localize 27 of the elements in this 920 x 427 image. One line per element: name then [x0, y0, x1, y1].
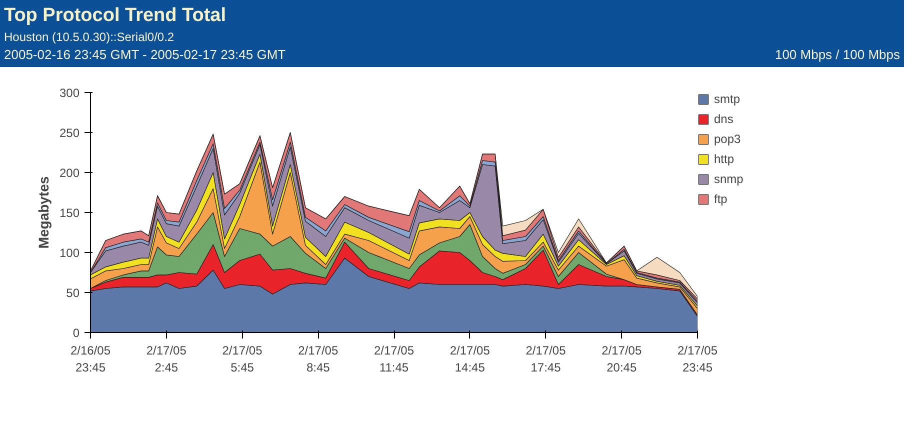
chart-subtitle: Houston (10.5.0.30)::Serial0/0.2: [4, 29, 176, 46]
x-tick-label: 2/17/05 17:45: [526, 344, 566, 374]
y-tick-label: 100: [59, 246, 80, 260]
y-tick-label: 250: [59, 126, 80, 140]
y-tick-label: 0: [72, 326, 80, 340]
x-tick-label: 2/17/05 11:45: [374, 344, 414, 374]
legend-label: smtp: [714, 92, 740, 106]
y-tick-label: 50: [66, 286, 80, 300]
legend-label: http: [714, 152, 734, 166]
legend-label: snmp: [714, 172, 744, 186]
legend-label: ftp: [714, 192, 728, 206]
legend-label: dns: [714, 112, 734, 126]
x-tick-label: 2/17/05 14:45: [450, 344, 490, 374]
x-tick-label: 2/17/05 8:45: [298, 344, 338, 374]
x-tick-label: 2/17/05 20:45: [602, 344, 642, 374]
y-tick-label: 200: [59, 166, 80, 180]
x-tick-label: 2/17/05 5:45: [222, 344, 263, 374]
y-tick-label: 300: [59, 86, 80, 100]
x-tick-label: 2/16/05 23:45: [70, 344, 111, 374]
x-tick-label: 2/17/05 23:45: [677, 344, 718, 374]
text: 100 Mbps / 100 Mbps: [774, 46, 900, 64]
text: 2005-02-16 23:45 GMT - 2005-02-17 23:45 GMT: [4, 46, 286, 64]
chart-title: Top Protocol Trend Total: [4, 4, 228, 28]
y-tick-label: 150: [59, 206, 80, 220]
legend-label: pop3: [714, 132, 741, 146]
y-axis-title: Megabytes: [35, 176, 52, 249]
x-tick-label: 2/17/05 2:45: [146, 344, 187, 374]
